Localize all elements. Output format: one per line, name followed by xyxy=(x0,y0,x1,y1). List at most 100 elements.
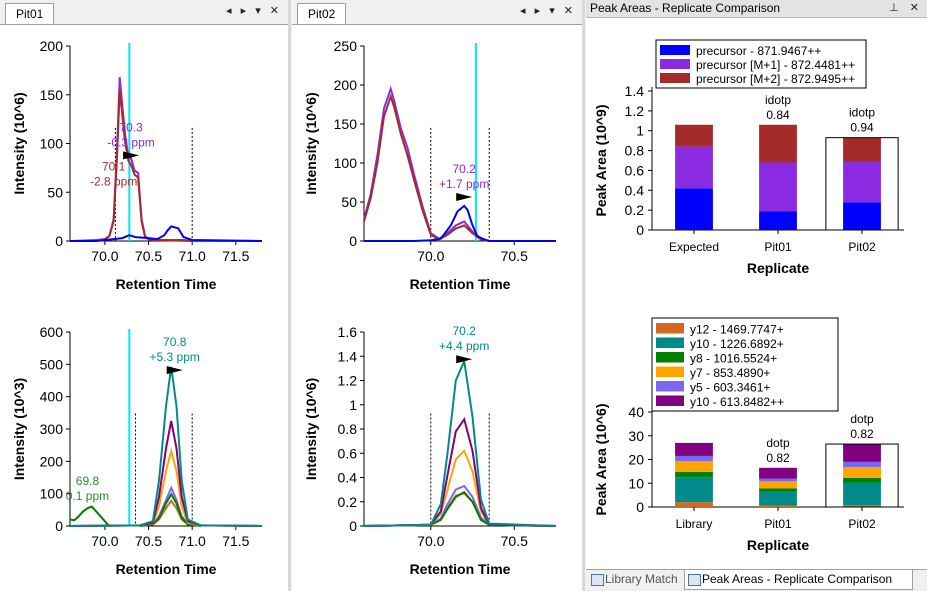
y-tick-label: 1 xyxy=(349,397,357,413)
x-tick-label: 70.5 xyxy=(135,248,162,264)
x-tick-label: 70.0 xyxy=(417,248,444,264)
pit01-precursor-chart[interactable]: 0 50 100 150 200 70.0 70.5 71.0 71.5 Retention Ti… xyxy=(0,26,288,304)
peak-annotation: 70.1 xyxy=(102,159,126,173)
pit02-panel: Pit02 ◂ ▸ ▾ ✕ 0 50 100 150 200 250 70.0 70.5 Ret… xyxy=(292,0,582,591)
x-tick-label: Expected xyxy=(669,240,719,254)
x-tick-label: 71.0 xyxy=(179,248,206,264)
panel-splitter[interactable] xyxy=(288,0,291,591)
pit01-fragment-chart[interactable]: 0 100 200 300 400 500 600 70.0 70.5 71.0 71.5 Reten… xyxy=(0,304,288,589)
peak-annotation: 69.8 xyxy=(76,474,100,488)
legend-swatch xyxy=(660,45,690,55)
peak-annotation: -2.8 ppm xyxy=(90,174,137,188)
pit02-fragment-chart[interactable]: 0 0.2 0.4 0.6 0.8 1 1.2 1.4 1.6 70.0 70.5 Retention… xyxy=(292,304,582,589)
bar-segment xyxy=(759,481,797,489)
legend-swatch xyxy=(656,323,684,334)
x-axis-label: Retention Time xyxy=(116,561,217,577)
tab-peak-areas-replicate-comparison[interactable]: Peak Areas - Replicate Comparison xyxy=(684,570,913,590)
y-tick-label: 200 xyxy=(40,453,64,469)
legend-entry: y7 - 853.4890+ xyxy=(690,366,770,380)
series-line-precursor-m-2- xyxy=(363,93,556,242)
bar-value-label: 0.82 xyxy=(850,427,874,441)
bottom-tabstrip: Library Match Peak Areas - Replicate Com… xyxy=(586,569,927,591)
x-tick-label: Pit01 xyxy=(764,240,792,254)
bar-segment xyxy=(759,467,797,479)
peak-annotation: +5.3 ppm xyxy=(150,350,200,364)
series-line-precursor xyxy=(70,225,263,242)
y-tick-label: 1 xyxy=(636,123,644,139)
bar-value-label: idotp xyxy=(849,106,875,120)
panel-splitter[interactable] xyxy=(582,0,585,591)
bar-value-label: 0.82 xyxy=(766,451,790,465)
x-tick-label: 70.0 xyxy=(91,533,118,549)
y-tick-label: 300 xyxy=(40,421,64,437)
bar-value-label: 0.84 xyxy=(766,108,790,122)
bar-segment xyxy=(843,202,881,230)
series-line-y8 xyxy=(69,505,111,527)
tab-pit02[interactable]: Pit02 xyxy=(297,3,347,24)
apex-flag-icon xyxy=(456,355,473,364)
pit02-precursor-chart[interactable]: 0 50 100 150 200 250 70.0 70.5 Retention Time Int… xyxy=(292,26,582,304)
y-tick-label: 1.6 xyxy=(338,324,358,340)
tab-library-match[interactable]: Library Match xyxy=(588,570,702,589)
bar-value-label: dotp xyxy=(850,412,874,426)
y-tick-label: 10 xyxy=(628,475,644,491)
x-axis-label: Replicate xyxy=(747,537,809,553)
pit02-tabstrip: Pit02 ◂ ▸ ▾ ✕ xyxy=(292,0,582,25)
bar-segment xyxy=(675,146,713,189)
tab-pit01[interactable]: Pit01 xyxy=(5,3,55,24)
bar-segment xyxy=(675,471,713,478)
peak-areas-title: Peak Areas - Replicate Comparison xyxy=(590,1,781,15)
bar-segment xyxy=(843,161,881,203)
y-tick-label: 0.2 xyxy=(338,494,358,510)
bar-segment xyxy=(759,478,797,482)
y-tick-label: 1.2 xyxy=(625,103,645,119)
peak-areas-precursor-chart[interactable]: precursor - 871.9467++precursor [M+1] - … xyxy=(586,18,927,280)
peak-areas-fragment-chart[interactable]: y12 - 1469.7747+y10 - 1226.6892+y8 - 101… xyxy=(586,280,927,568)
pit01-window-controls[interactable]: ◂ ▸ ▾ ✕ xyxy=(226,5,282,17)
y-tick-label: 20 xyxy=(628,452,644,468)
bar-segment xyxy=(675,502,713,507)
x-tick-label: 70.0 xyxy=(91,248,118,264)
y-tick-label: 100 xyxy=(40,486,64,502)
legend-box xyxy=(655,39,867,89)
y-tick-label: 100 xyxy=(40,136,64,152)
legend-entry: y10 - 613.8482++ xyxy=(690,395,784,409)
legend-entry: precursor - 871.9467++ xyxy=(696,44,821,58)
pit01-tabstrip: Pit01 ◂ ▸ ▾ ✕ xyxy=(0,0,288,25)
bar-segment xyxy=(759,491,797,506)
series-line-y10 xyxy=(69,366,263,527)
y-tick-label: 0.8 xyxy=(338,421,358,437)
y-tick-label: 30 xyxy=(628,428,644,444)
peak-annotation: 0.1 ppm xyxy=(66,489,109,503)
y-tick-label: 40 xyxy=(628,404,644,420)
bar-segment xyxy=(759,211,797,230)
series-line-y8 xyxy=(139,492,202,527)
y-tick-label: 200 xyxy=(334,77,358,93)
series-line-y8 xyxy=(363,490,557,527)
legend-swatch xyxy=(656,395,684,406)
y-tick-label: 0 xyxy=(636,222,644,238)
series-line-precursor xyxy=(364,204,556,242)
x-tick-label: Library xyxy=(676,517,713,531)
bar-segment xyxy=(675,442,713,456)
y-tick-label: 100 xyxy=(334,155,358,171)
bar-segment xyxy=(843,137,881,162)
pin-close-controls[interactable]: ⊥ ✕ xyxy=(889,2,923,14)
legend-swatch xyxy=(660,59,690,69)
y-tick-label: 500 xyxy=(40,356,64,372)
pit02-window-controls[interactable]: ◂ ▸ ▾ ✕ xyxy=(520,5,576,17)
bar-segment xyxy=(675,455,713,462)
peak-annotation: -0.3 ppm xyxy=(107,135,154,149)
legend-entry: y5 - 603.3461+ xyxy=(690,381,770,395)
pit01-panel: Pit01 ◂ ▸ ▾ ✕ 0 50 100 150 200 70.0 70.5 71.0 71… xyxy=(0,0,288,591)
y-tick-label: 50 xyxy=(47,184,63,200)
peak-annotation: 70.3 xyxy=(119,120,143,134)
bar-segment xyxy=(843,477,881,483)
y-tick-label: 0 xyxy=(349,233,357,249)
bar-segment xyxy=(759,162,797,212)
x-axis-label: Retention Time xyxy=(116,276,217,292)
bar-segment xyxy=(675,188,713,230)
legend-entry: precursor [M+2] - 872.9495++ xyxy=(696,72,855,86)
peak-areas-titlebar: Peak Areas - Replicate Comparison ⊥ ✕ xyxy=(586,0,927,18)
x-tick-label: 70.0 xyxy=(417,533,444,549)
